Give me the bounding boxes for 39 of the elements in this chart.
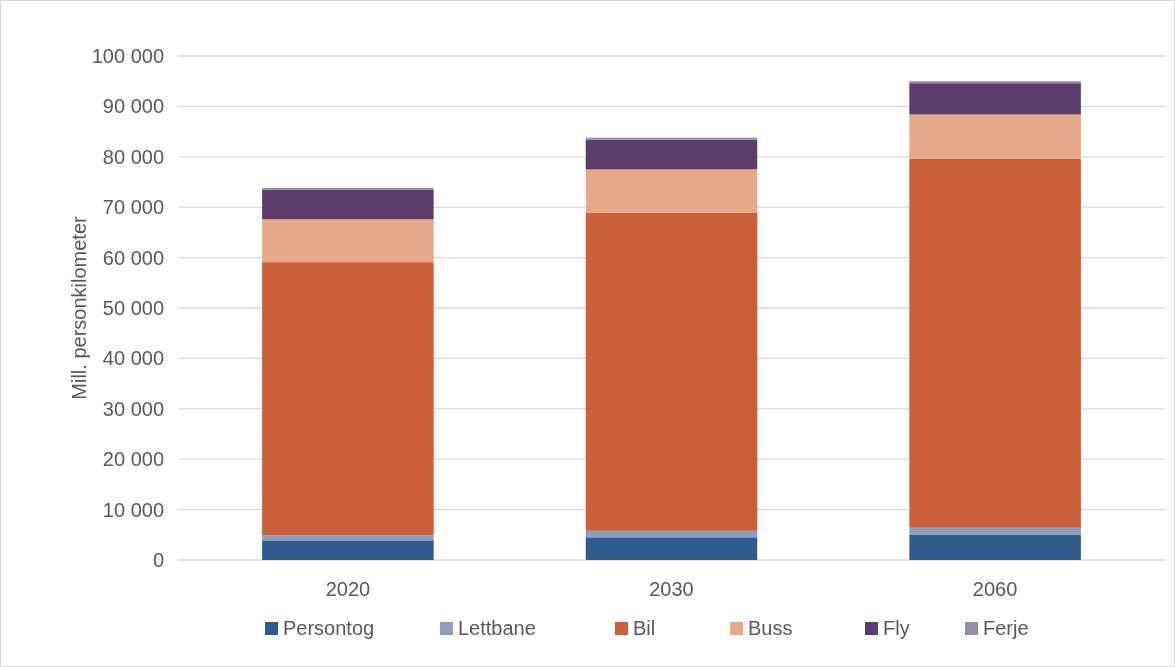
bar (262, 190, 434, 220)
legend-label: Ferje (983, 617, 1029, 639)
bar (909, 158, 1081, 528)
x-tick-label: 2020 (325, 578, 371, 600)
y-tick-label: 20 000 (102, 448, 164, 471)
bar (909, 527, 1081, 535)
bar (262, 219, 434, 263)
legend-label: Lettbane (458, 617, 536, 639)
legend-label: Buss (748, 617, 793, 639)
legend-label: Fly (883, 617, 910, 639)
x-tick-label: 2030 (649, 578, 694, 600)
bar (585, 137, 758, 140)
bar (909, 81, 1081, 84)
y-tick-label: 50 000 (102, 297, 164, 319)
y-tick-label: 80 000 (102, 145, 164, 168)
y-tick-label: 100 000 (91, 45, 164, 67)
y-tick-label: 0 (152, 549, 164, 571)
y-tick-label: 70 000 (102, 196, 164, 219)
y-tick-label: 40 000 (102, 347, 164, 370)
y-tick-label: 90 000 (102, 95, 164, 118)
bar (585, 169, 758, 213)
bar (262, 535, 434, 541)
y-tick-label: 10 000 (102, 498, 164, 521)
bar (585, 212, 758, 531)
bar (262, 262, 434, 536)
legend-label: Persontog (283, 617, 375, 639)
legend-label: Bil (633, 617, 656, 639)
bar (585, 530, 758, 538)
bar (909, 83, 1081, 115)
bar (909, 114, 1081, 159)
y-tick-label: 30 000 (102, 397, 164, 420)
y-axis-title: Mill. personkilometer (68, 215, 90, 400)
y-tick-label: 60 000 (102, 246, 164, 269)
bar (909, 534, 1081, 560)
x-tick-label: 2060 (972, 578, 1018, 600)
bar (585, 139, 758, 170)
bar (585, 537, 758, 560)
bar (262, 188, 434, 191)
bar (262, 540, 434, 560)
